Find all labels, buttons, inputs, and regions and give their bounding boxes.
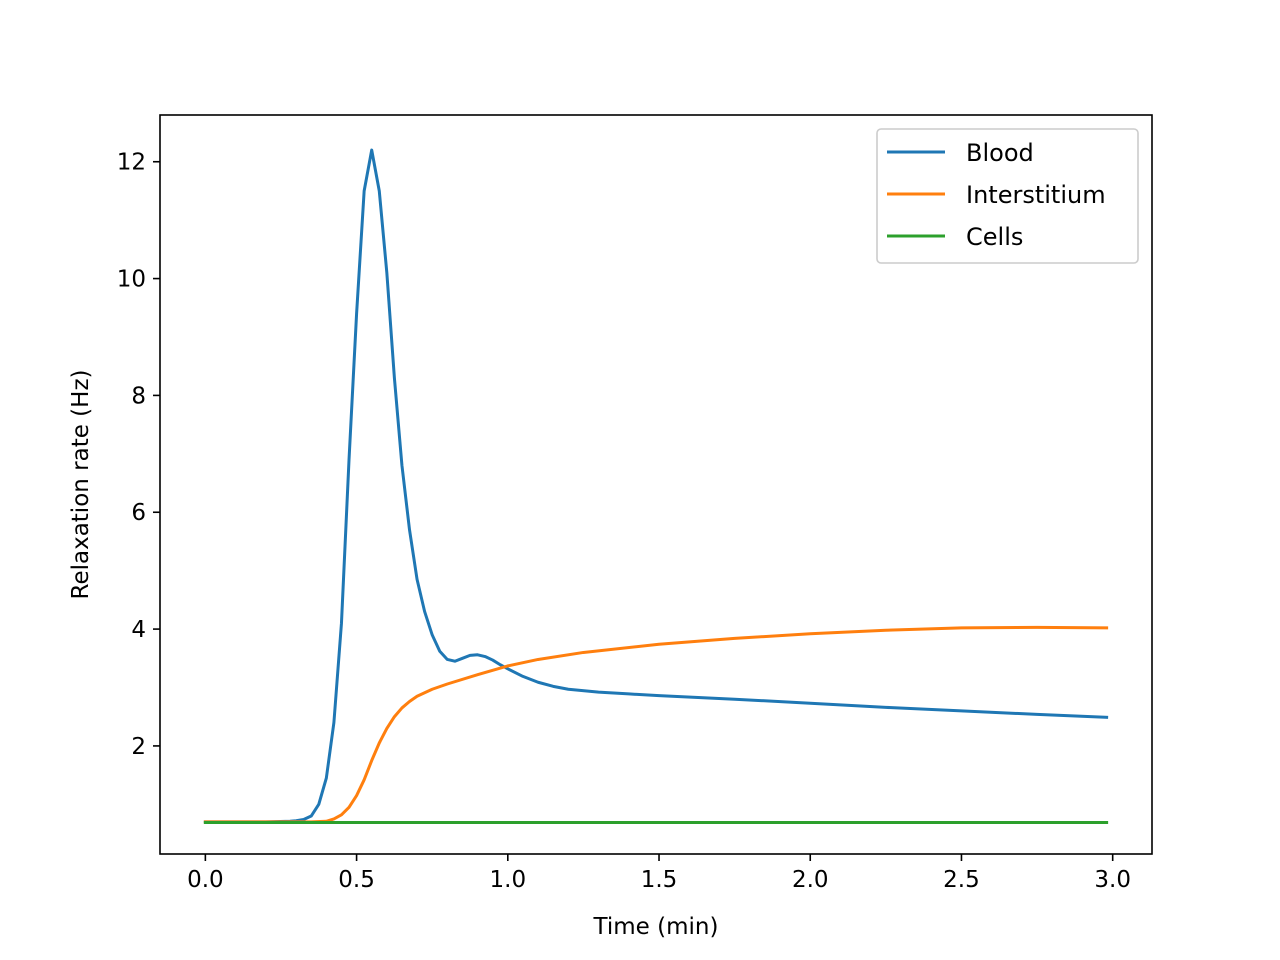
- legend: Blood Interstitium Cells: [876, 128, 1139, 264]
- legend-label-blood: Blood: [966, 139, 1034, 167]
- y-axis-label: Relaxation rate (Hz): [68, 370, 94, 600]
- series-lines: [203, 148, 1109, 824]
- legend-label-interstitium: Interstitium: [966, 181, 1106, 209]
- x-tick-label: 0.5: [338, 867, 375, 893]
- y-tick-label: 2: [131, 734, 146, 760]
- legend-label-cells: Cells: [966, 223, 1023, 251]
- x-tick-label: 0.0: [187, 867, 224, 893]
- y-tick-label: 6: [131, 500, 146, 526]
- y-axis-ticks: 2 4 6 8 10 12: [117, 150, 160, 760]
- x-axis-ticks: 0.0 0.5 1.0 1.5 2.0 2.5 3.0: [187, 854, 1131, 893]
- x-tick-label: 2.0: [792, 867, 829, 893]
- y-tick-label: 4: [131, 617, 146, 643]
- x-tick-label: 1.5: [641, 867, 678, 893]
- x-tick-label: 1.0: [490, 867, 527, 893]
- y-tick-label: 8: [131, 383, 146, 409]
- y-tick-label: 12: [117, 150, 146, 176]
- x-axis-label: Time (min): [593, 914, 719, 940]
- plot-frame: [159, 114, 1153, 855]
- y-tick-label: 10: [117, 267, 146, 293]
- x-tick-label: 2.5: [943, 867, 980, 893]
- x-tick-label: 3.0: [1094, 867, 1131, 893]
- series-line-blood: [203, 148, 1109, 824]
- legend-box: [876, 128, 1139, 264]
